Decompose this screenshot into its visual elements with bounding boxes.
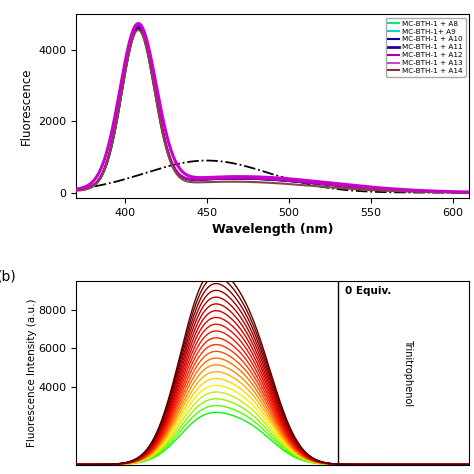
Legend: MC-BTH-1 + A8, MC-BTH-1+ A9, MC-BTH-1 + A10, MC-BTH-1 + A11, MC-BTH-1 + A12, MC-: MC-BTH-1 + A8, MC-BTH-1+ A9, MC-BTH-1 + … bbox=[385, 18, 465, 77]
Y-axis label: Fluorescence: Fluorescence bbox=[19, 67, 32, 145]
Y-axis label: Fluorescence Intensity (a.u.): Fluorescence Intensity (a.u.) bbox=[27, 298, 36, 447]
Text: Trinitrophenol: Trinitrophenol bbox=[403, 339, 413, 406]
X-axis label: Wavelength (nm): Wavelength (nm) bbox=[212, 223, 333, 237]
Text: (b): (b) bbox=[0, 270, 17, 284]
Text: 0 Equiv.: 0 Equiv. bbox=[346, 286, 392, 296]
